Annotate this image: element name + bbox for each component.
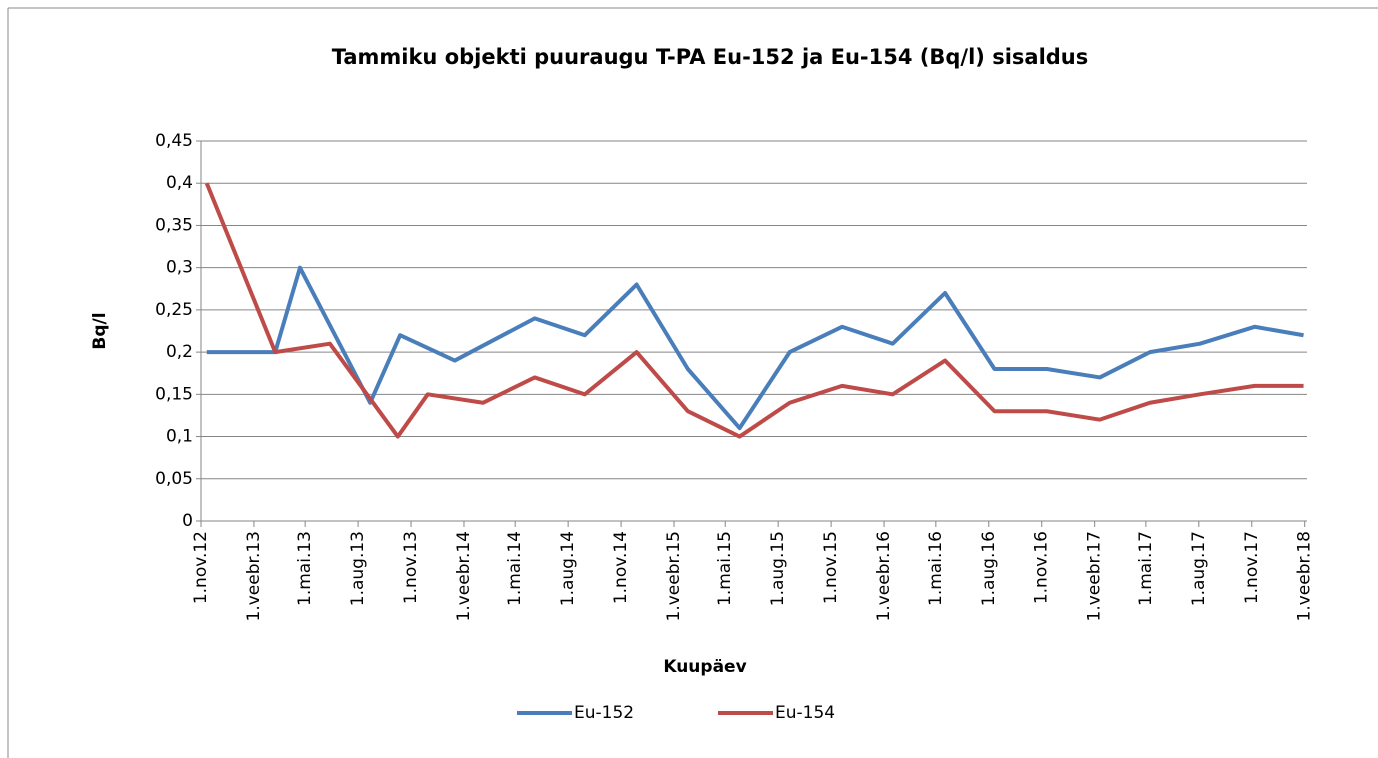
x-axis-label: Kuupäev	[663, 657, 746, 677]
x-tick-label: 1.veebr.13	[244, 531, 264, 621]
x-tick-label: 1.nov.14	[611, 531, 631, 604]
x-tick-label: 1.nov.12	[191, 531, 211, 604]
y-tick-label: 0,05	[155, 469, 193, 489]
y-tick-label: 0,45	[155, 131, 193, 151]
x-tick-label: 1.veebr.14	[454, 531, 474, 621]
legend-label: Eu-152	[574, 703, 634, 723]
y-tick-label: 0,1	[166, 427, 193, 447]
series-line	[206, 265, 1304, 431]
y-tick-label: 0,15	[155, 384, 193, 404]
y-tick-label: 0,4	[166, 173, 193, 193]
x-tick-label: 1.nov.15	[821, 531, 841, 604]
x-tick-label: 1.veebr.15	[664, 531, 684, 621]
x-tick-label: 1.mai.16	[926, 531, 946, 606]
x-tick-label: 1.veebr.17	[1085, 531, 1105, 621]
x-tick-label: 1.aug.16	[979, 531, 999, 606]
x-tick-label: 1.veebr.18	[1295, 531, 1315, 621]
x-tick-label: 1.nov.17	[1242, 531, 1262, 604]
x-tick-label: 1.mai.15	[715, 531, 735, 606]
y-tick-label: 0,3	[166, 258, 193, 278]
x-tick-label: 1.aug.17	[1189, 531, 1209, 606]
y-tick-label: 0,25	[155, 300, 193, 320]
x-tick-label: 1.nov.16	[1032, 531, 1052, 604]
y-tick-label: 0	[182, 511, 193, 531]
y-axis-label: Bq/l	[90, 312, 110, 349]
legend-label: Eu-154	[775, 703, 835, 723]
chart-title: Tammiku objekti puuraugu T-PA Eu-152 ja …	[332, 45, 1089, 69]
series-line	[204, 182, 1304, 439]
y-tick-label: 0,35	[155, 215, 193, 235]
x-tick-label: 1.aug.14	[558, 531, 578, 606]
x-tick-label: 1.nov.13	[401, 531, 421, 604]
x-tick-label: 1.mai.17	[1136, 531, 1156, 606]
x-tick-label: 1.aug.15	[768, 531, 788, 606]
x-tick-label: 1.aug.13	[348, 531, 368, 606]
y-tick-label: 0,2	[166, 342, 193, 362]
x-tick-label: 1.mai.14	[505, 531, 525, 606]
x-tick-label: 1.veebr.16	[874, 531, 894, 621]
x-tick-label: 1.mai.13	[295, 531, 315, 606]
